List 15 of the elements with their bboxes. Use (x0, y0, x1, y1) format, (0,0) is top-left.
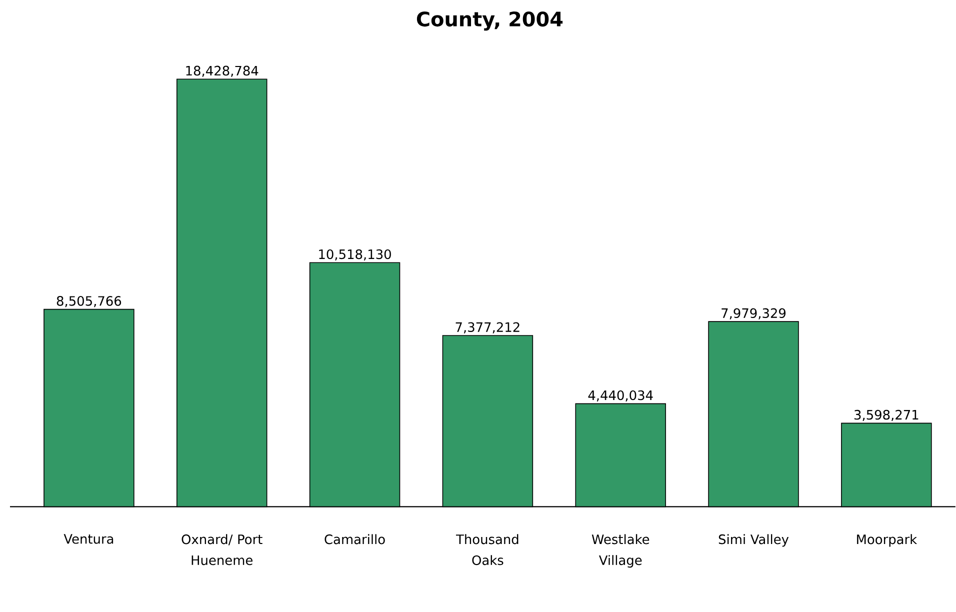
data-label: 4,440,034 (588, 390, 653, 402)
chart-title: County, 2004 (416, 12, 563, 31)
data-label: 7,377,212 (456, 322, 520, 334)
x-tick-label: Simi Valley (718, 534, 789, 547)
x-tick-label: Oxnard/ Port Hueneme (182, 534, 262, 566)
x-tick-label: Thousand Oaks (456, 534, 518, 566)
x-tick-label: Moorpark (857, 534, 918, 547)
data-label: 10,518,130 (319, 250, 391, 261)
x-tick-label: Camarillo (324, 534, 385, 544)
x-tick-label: Westlake Village (592, 534, 650, 568)
data-label: 8,505,766 (56, 296, 122, 308)
data-label: 18,428,784 (186, 66, 258, 78)
data-label: 3,598,271 (854, 410, 918, 422)
data-label: 7,979,329 (722, 308, 786, 320)
x-tick-label: Ventura (64, 534, 114, 544)
